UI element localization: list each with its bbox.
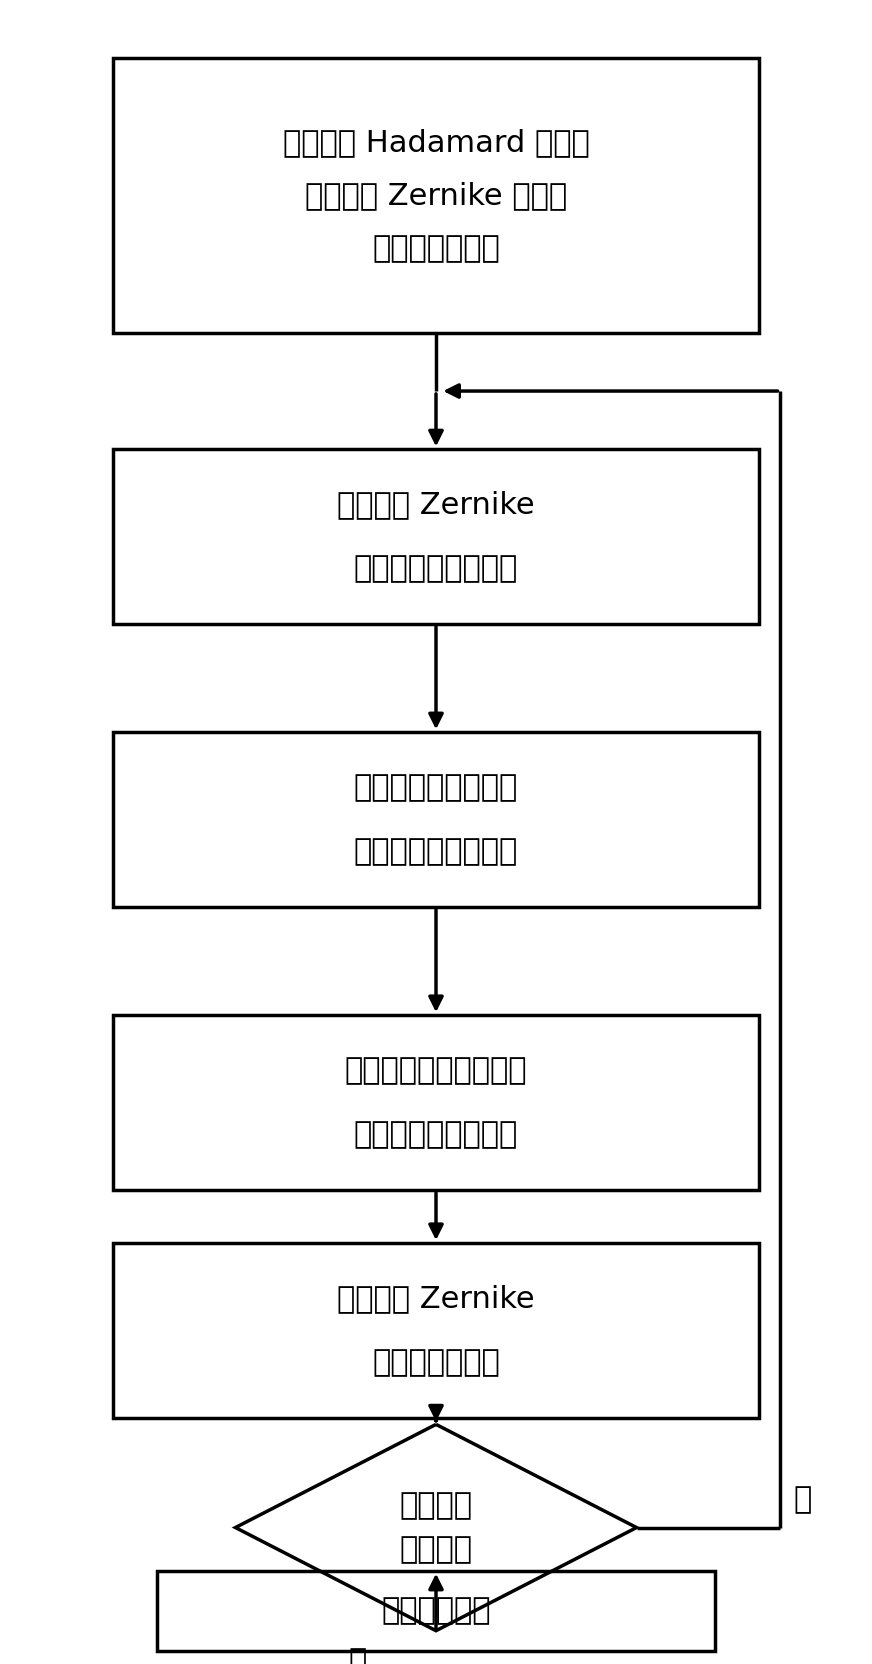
Bar	[113, 732, 759, 907]
Text: 构建系统 Hadamard 矩阵，: 构建系统 Hadamard 矩阵，	[283, 128, 589, 156]
Bar	[113, 449, 759, 624]
Bar	[157, 1571, 715, 1651]
Text: 校正过程完成: 校正过程完成	[381, 1596, 491, 1626]
Text: 系数向量初始值: 系数向量初始值	[372, 235, 500, 263]
Text: 变形镜控制电压向量: 变形镜控制电压向量	[354, 837, 518, 865]
Text: 生成湁流 Zernike: 生成湁流 Zernike	[337, 491, 535, 519]
Bar	[113, 1015, 759, 1190]
Text: 计算扰动向量对应的: 计算扰动向量对应的	[354, 774, 518, 802]
Text: 计算控制电压作用下的: 计算控制电压作用下的	[344, 1057, 528, 1085]
Text: 否: 否	[794, 1486, 811, 1514]
Text: 设置湁流 Zernike 多项式: 设置湁流 Zernike 多项式	[305, 181, 567, 210]
Bar	[113, 58, 759, 333]
Text: 多项式系数扰动向量: 多项式系数扰动向量	[354, 554, 518, 582]
Text: 满足迭代: 满足迭代	[399, 1491, 473, 1521]
Text: 是: 是	[349, 1647, 366, 1664]
Text: 多项式系数向量: 多项式系数向量	[372, 1348, 500, 1376]
Text: 更新湁流 Zernike: 更新湁流 Zernike	[337, 1285, 535, 1313]
Bar	[113, 1243, 759, 1418]
Text: 结束条件: 结束条件	[399, 1534, 473, 1564]
Text: 图像质量评价函数值: 图像质量评价函数值	[354, 1120, 518, 1148]
